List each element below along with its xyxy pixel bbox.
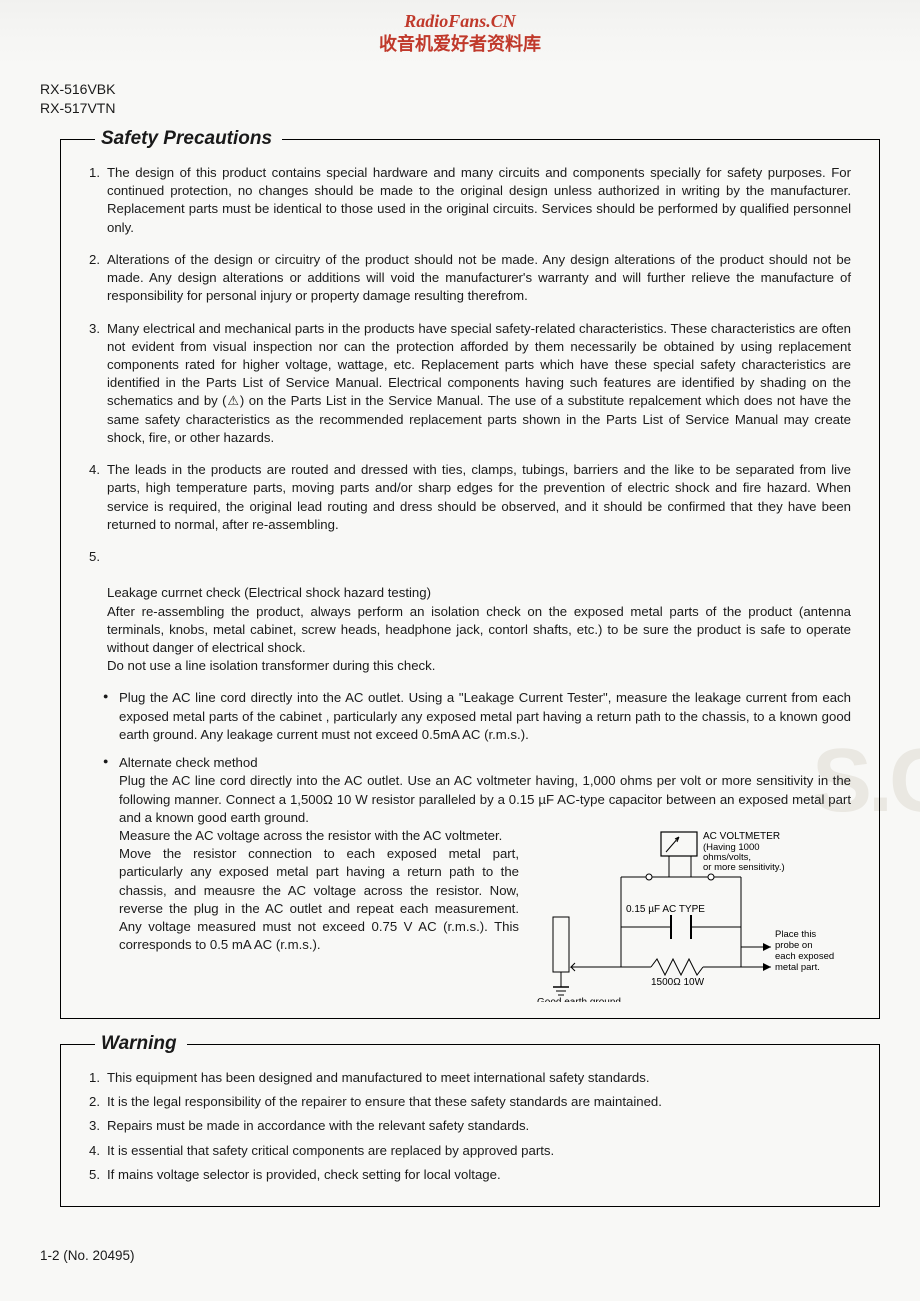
- page-content: Safety Precautions 1. The design of this…: [60, 128, 880, 1221]
- sub2-title: Alternate check method: [119, 754, 851, 772]
- warning-item-4: 4. It is essential that safety critical …: [89, 1142, 851, 1160]
- item-text: It is essential that safety critical com…: [107, 1143, 554, 1158]
- item-number: 3.: [89, 320, 100, 338]
- safety-item-2: 2. Alterations of the design or circuitr…: [89, 251, 851, 306]
- item-number: 4.: [89, 461, 100, 479]
- voltmeter-label: AC VOLTMETER: [703, 831, 780, 842]
- warning-item-1: 1. This equipment has been designed and …: [89, 1069, 851, 1087]
- item-text: Repairs must be made in accordance with …: [107, 1118, 529, 1133]
- item-text: Leakage currnet check (Electrical shock …: [107, 585, 851, 673]
- item-text: This equipment has been designed and man…: [107, 1070, 650, 1085]
- warning-box: Warning 1. This equipment has been desig…: [60, 1033, 880, 1207]
- model-1: RX-516VBK: [40, 80, 115, 99]
- warning-item-2: 2. It is the legal responsibility of the…: [89, 1093, 851, 1111]
- item-number: 5.: [89, 548, 100, 566]
- safety-sub-2: Alternate check method Plug the AC line …: [103, 754, 851, 1002]
- item-text: If mains voltage selector is provided, c…: [107, 1167, 501, 1182]
- item-number: 1.: [89, 1069, 100, 1087]
- safety-item-3: 3. Many electrical and mechanical parts …: [89, 320, 851, 448]
- svg-text:each exposed: each exposed: [775, 951, 834, 962]
- watermark-line2: 收音机爱好者资料库: [0, 33, 920, 56]
- safety-sub-1: Plug the AC line cord directly into the …: [103, 689, 851, 744]
- item-number: 4.: [89, 1142, 100, 1160]
- item-number: 2.: [89, 251, 100, 269]
- safety-item-1: 1. The design of this product contains s…: [89, 164, 851, 237]
- item-number: 1.: [89, 164, 100, 182]
- item-text: The design of this product contains spec…: [107, 165, 851, 235]
- safety-precautions-box: Safety Precautions 1. The design of this…: [60, 128, 880, 1019]
- safety-item-5: 5. Leakage currnet check (Electrical sho…: [89, 548, 851, 676]
- svg-text:or more sensitivity.): or more sensitivity.): [703, 862, 785, 873]
- svg-text:Place this: Place this: [775, 929, 816, 940]
- model-2: RX-517VTN: [40, 99, 115, 118]
- safety-legend: Safety Precautions: [95, 128, 282, 150]
- item-number: 5.: [89, 1166, 100, 1184]
- alternate-method-text: Measure the AC voltage across the resist…: [119, 827, 519, 955]
- item-text: Many electrical and mechanical parts in …: [107, 321, 851, 445]
- svg-text:probe on: probe on: [775, 940, 813, 951]
- safety-item-4: 4. The leads in the products are routed …: [89, 461, 851, 534]
- item-number: 2.: [89, 1093, 100, 1111]
- sub2-p1: Plug the AC line cord directly into the …: [119, 772, 851, 827]
- svg-text:0.15 µF AC TYPE: 0.15 µF AC TYPE: [626, 904, 705, 915]
- alternate-method-row: Measure the AC voltage across the resist…: [119, 827, 851, 1002]
- sub2-p3: Move the resistor connection to each exp…: [119, 845, 519, 954]
- watermark-line1: RadioFans.CN: [0, 10, 920, 33]
- svg-text:1500Ω 10W: 1500Ω 10W: [651, 977, 705, 988]
- leakage-test-circuit-diagram: AC VOLTMETER (Having 1000 ohms/volts, or…: [531, 827, 851, 1002]
- item-text: The leads in the products are routed and…: [107, 462, 851, 532]
- sub2-p2: Measure the AC voltage across the resist…: [119, 827, 519, 845]
- watermark-header: RadioFans.CN 收音机爱好者资料库: [0, 10, 920, 57]
- warning-legend: Warning: [95, 1033, 187, 1055]
- model-numbers: RX-516VBK RX-517VTN: [40, 80, 115, 118]
- svg-text:Good earth ground: Good earth ground: [537, 997, 621, 1002]
- warning-item-5: 5. If mains voltage selector is provided…: [89, 1166, 851, 1184]
- item-text: It is the legal responsibility of the re…: [107, 1094, 662, 1109]
- warning-item-3: 3. Repairs must be made in accordance wi…: [89, 1117, 851, 1135]
- page-footer: 1-2 (No. 20495): [40, 1248, 135, 1263]
- sub-text: Plug the AC line cord directly into the …: [119, 690, 851, 741]
- item-number: 3.: [89, 1117, 100, 1135]
- svg-text:metal part.: metal part.: [775, 962, 820, 973]
- item-text: Alterations of the design or circuitry o…: [107, 252, 851, 303]
